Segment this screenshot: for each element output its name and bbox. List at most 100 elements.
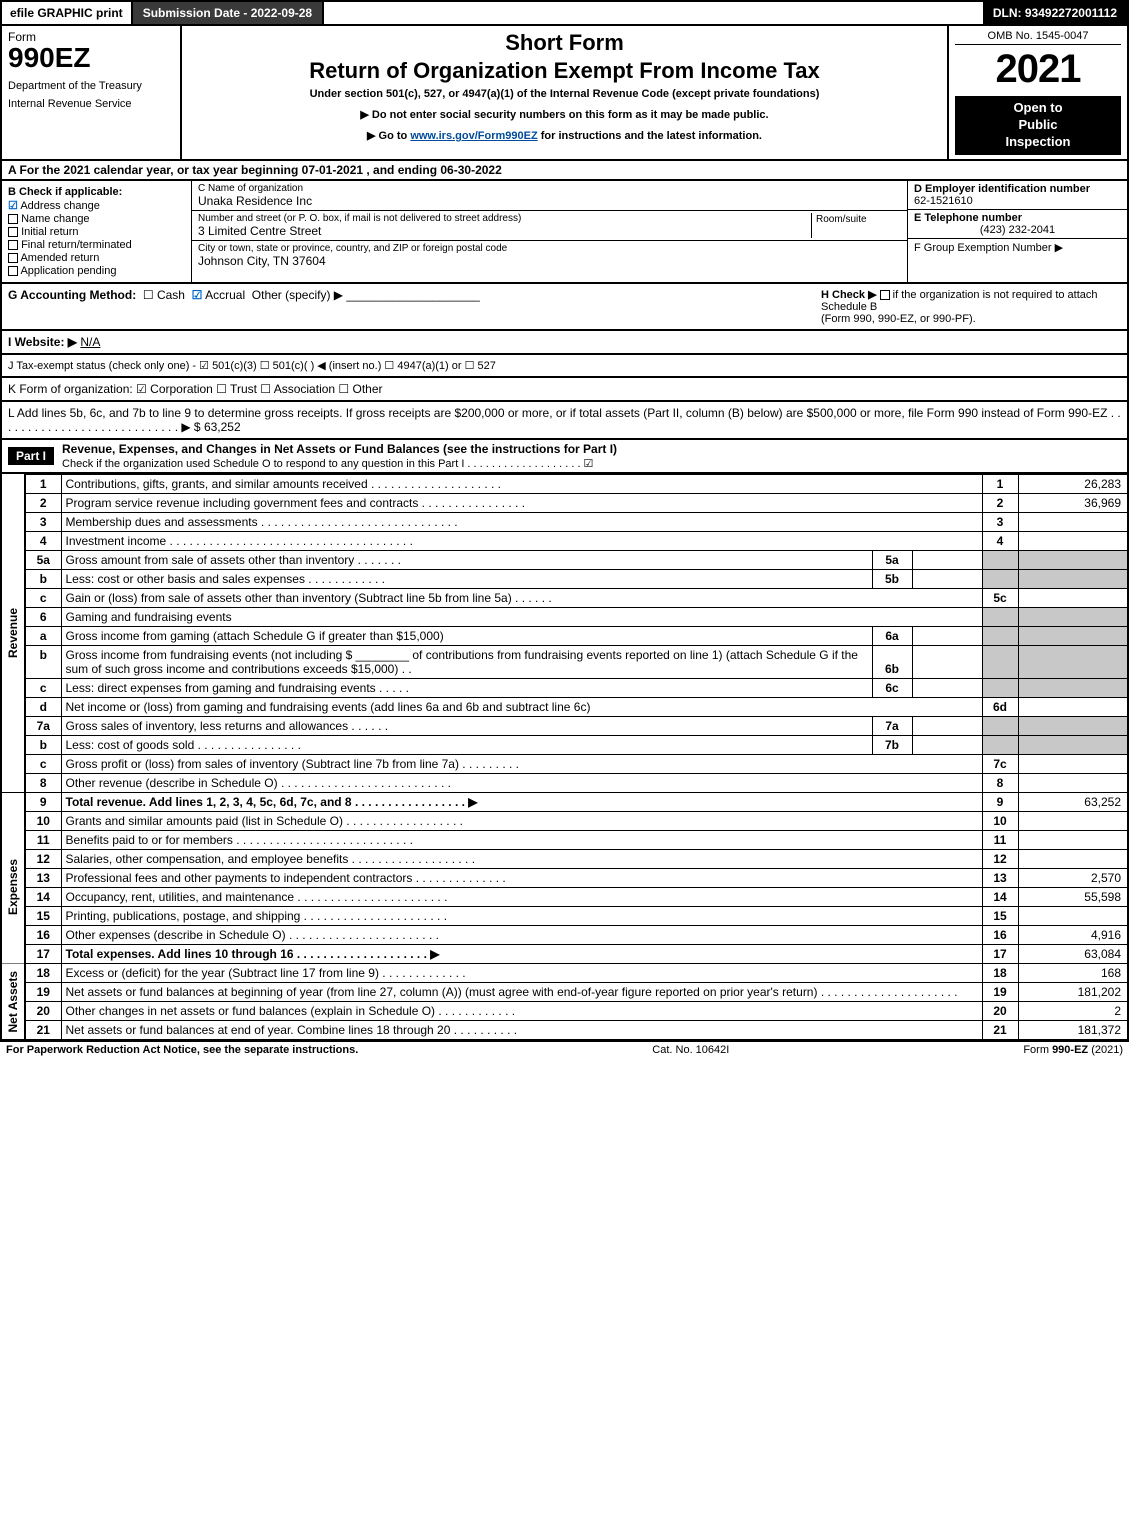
- website-label: I Website: ▶: [8, 335, 77, 349]
- part-1-title: Revenue, Expenses, and Changes in Net As…: [62, 442, 617, 456]
- line-6b-num: b: [25, 645, 61, 678]
- line-6d-desc: Net income or (loss) from gaming and fun…: [61, 697, 982, 716]
- irs-link[interactable]: www.irs.gov/Form990EZ: [410, 130, 537, 142]
- line-14-num: 14: [25, 887, 61, 906]
- ssn-warning: ▶ Do not enter social security numbers o…: [190, 108, 939, 121]
- ein-label: D Employer identification number: [914, 183, 1121, 195]
- under-section: Under section 501(c), 527, or 4947(a)(1)…: [190, 88, 939, 100]
- line-5a-num: 5a: [25, 550, 61, 569]
- line-5b-sub: 5b: [872, 569, 912, 588]
- line-6a-subval: [912, 626, 982, 645]
- line-18-key: 18: [982, 963, 1018, 982]
- line-7b-subval: [912, 735, 982, 754]
- city-label: City or town, state or province, country…: [198, 243, 901, 254]
- line-1-key: 1: [982, 474, 1018, 493]
- line-5b-num: b: [25, 569, 61, 588]
- line-19-key: 19: [982, 982, 1018, 1001]
- line-1-num: 1: [25, 474, 61, 493]
- line-19-val: 181,202: [1018, 982, 1128, 1001]
- line-16-key: 16: [982, 925, 1018, 944]
- line-6-grey: [982, 607, 1018, 626]
- line-6b-d1: Gross income from fundraising events (no…: [66, 648, 353, 662]
- inspect-2: Public: [959, 117, 1117, 134]
- line-7a-greyval: [1018, 716, 1128, 735]
- h-text2: (Form 990, 990-EZ, or 990-PF).: [821, 313, 976, 325]
- line-21-val: 181,372: [1018, 1020, 1128, 1040]
- line-15-num: 15: [25, 906, 61, 925]
- line-6-greyval: [1018, 607, 1128, 626]
- goto-post: for instructions and the latest informat…: [538, 130, 762, 142]
- box-b-label: B Check if applicable:: [8, 186, 185, 198]
- line-7c-key: 7c: [982, 754, 1018, 773]
- line-6a-desc: Gross income from gaming (attach Schedul…: [61, 626, 872, 645]
- chk-name[interactable]: Name change: [8, 213, 185, 225]
- h-checkbox[interactable]: [880, 290, 890, 300]
- line-7a-desc: Gross sales of inventory, less returns a…: [61, 716, 872, 735]
- inspect-1: Open to: [959, 100, 1117, 117]
- side-netassets: Net Assets: [1, 963, 25, 1040]
- part-1-sub: Check if the organization used Schedule …: [62, 458, 593, 470]
- line-10-desc: Grants and similar amounts paid (list in…: [61, 811, 982, 830]
- line-11-key: 11: [982, 830, 1018, 849]
- row-g-h: G Accounting Method: ☐ Cash ☑ Accrual Ot…: [0, 284, 1129, 331]
- chk-amended[interactable]: Amended return: [8, 252, 185, 264]
- line-6b-grey: [982, 645, 1018, 678]
- efile-label[interactable]: efile GRAPHIC print: [2, 2, 133, 24]
- form-title-block: Short Form Return of Organization Exempt…: [182, 26, 947, 159]
- line-11-num: 11: [25, 830, 61, 849]
- footer: For Paperwork Reduction Act Notice, see …: [0, 1041, 1129, 1058]
- line-14-key: 14: [982, 887, 1018, 906]
- chk-final[interactable]: Final return/terminated: [8, 239, 185, 251]
- line-6-num: 6: [25, 607, 61, 626]
- line-6c-grey: [982, 678, 1018, 697]
- line-7b-num: b: [25, 735, 61, 754]
- dln-label: DLN: 93492272001112: [983, 2, 1127, 24]
- h-label: H Check ▶: [821, 289, 877, 301]
- line-13-num: 13: [25, 868, 61, 887]
- tax-year: 2021: [955, 47, 1121, 92]
- row-j: J Tax-exempt status (check only one) - ☑…: [0, 355, 1129, 378]
- group-exemption: F Group Exemption Number ▶: [914, 241, 1121, 254]
- street-label: Number and street (or P. O. box, if mail…: [198, 213, 811, 224]
- line-7b-sub: 7b: [872, 735, 912, 754]
- line-11-desc: Benefits paid to or for members . . . . …: [61, 830, 982, 849]
- row-k: K Form of organization: ☑ Corporation ☐ …: [0, 378, 1129, 402]
- part-1-table: Revenue 1 Contributions, gifts, grants, …: [0, 474, 1129, 1041]
- omb-number: OMB No. 1545-0047: [955, 30, 1121, 45]
- line-19-desc: Net assets or fund balances at beginning…: [61, 982, 982, 1001]
- line-6d-num: d: [25, 697, 61, 716]
- line-6a-num: a: [25, 626, 61, 645]
- line-7a-subval: [912, 716, 982, 735]
- line-5a-subval: [912, 550, 982, 569]
- footer-right: Form 990-EZ (2021): [1023, 1044, 1123, 1056]
- side-expenses: Expenses: [1, 811, 25, 963]
- chk-pending[interactable]: Application pending: [8, 265, 185, 277]
- line-6a-sub: 6a: [872, 626, 912, 645]
- line-11-val: [1018, 830, 1128, 849]
- chk-final-label: Final return/terminated: [21, 239, 132, 251]
- form-id-block: Form 990EZ Department of the Treasury In…: [2, 26, 182, 159]
- line-1-val: 26,283: [1018, 474, 1128, 493]
- short-form-title: Short Form: [190, 30, 939, 56]
- line-3-key: 3: [982, 512, 1018, 531]
- line-4-val: [1018, 531, 1128, 550]
- part-1-label: Part I: [8, 447, 54, 465]
- line-3-desc: Membership dues and assessments . . . . …: [61, 512, 982, 531]
- line-2-num: 2: [25, 493, 61, 512]
- part-1-header: Part I Revenue, Expenses, and Changes in…: [0, 440, 1129, 474]
- form-number: 990EZ: [8, 42, 174, 74]
- chk-initial[interactable]: Initial return: [8, 226, 185, 238]
- top-bar: efile GRAPHIC print Submission Date - 20…: [0, 0, 1129, 26]
- line-18-val: 168: [1018, 963, 1128, 982]
- line-17-key: 17: [982, 944, 1018, 963]
- g-other[interactable]: Other (specify) ▶: [252, 288, 343, 302]
- g-accrual[interactable]: Accrual: [205, 288, 245, 302]
- line-6c-sub: 6c: [872, 678, 912, 697]
- telephone: (423) 232-2041: [914, 224, 1121, 236]
- line-8-num: 8: [25, 773, 61, 792]
- g-cash[interactable]: Cash: [157, 288, 185, 302]
- open-inspection: Open to Public Inspection: [955, 96, 1121, 155]
- line-12-val: [1018, 849, 1128, 868]
- chk-address[interactable]: ☑ Address change: [8, 199, 185, 212]
- inspect-3: Inspection: [959, 134, 1117, 151]
